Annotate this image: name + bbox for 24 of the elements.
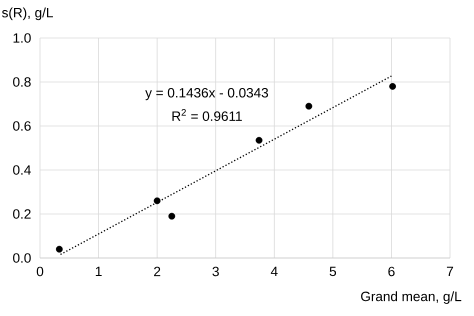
y-tick-label: 0.2 (13, 209, 31, 219)
y-axis-title: s(R), g/L (2, 8, 53, 20)
x-tick-label: 4 (270, 266, 278, 276)
x-tick-label: 7 (446, 266, 454, 276)
point (256, 136, 262, 144)
y-tick-label: 0.4 (13, 165, 31, 175)
point (305, 102, 312, 110)
x-tick-label: 5 (330, 266, 336, 276)
y-tick-label: 1.0 (14, 33, 31, 43)
point (389, 83, 396, 90)
x-tick-label: 3 (212, 266, 219, 276)
point (56, 246, 63, 253)
y-tick-label: 0.6 (13, 121, 31, 131)
annotation: y = 0.1436x - 0.0343 (145, 88, 268, 100)
x-axis-title: Grand mean, g/L (361, 291, 462, 304)
point (168, 212, 176, 220)
y-tick-label: 0.8 (13, 77, 31, 87)
x-tick-label: 2 (154, 266, 160, 276)
x-tick-label: 0 (36, 266, 44, 276)
y-tick-label: 0.0 (13, 253, 31, 263)
annotation: R$^{2}$ = 0.9611 (172, 109, 242, 121)
x-tick-label: 1 (96, 266, 102, 276)
point (154, 197, 161, 204)
x-tick-label: 6 (388, 266, 395, 276)
